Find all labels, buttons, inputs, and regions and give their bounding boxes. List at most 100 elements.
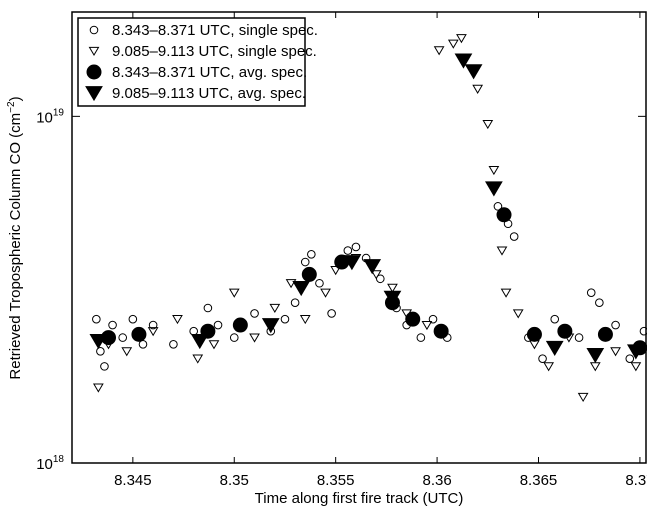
- y-label-exponent: −2: [6, 101, 17, 113]
- marker: [428, 314, 438, 324]
- x-tick-label: 8.35: [220, 472, 249, 489]
- marker: [496, 246, 508, 256]
- marker: [269, 303, 281, 314]
- marker: [327, 309, 336, 318]
- marker: [96, 347, 105, 356]
- marker: [300, 257, 310, 267]
- y-tick-exponent: 18: [53, 454, 65, 465]
- marker: [433, 323, 449, 339]
- marker: [625, 354, 635, 363]
- y-axis-label: Retrieved Tropospheric Column CO (cm−2): [6, 96, 24, 379]
- marker: [208, 340, 220, 350]
- marker: [456, 34, 467, 44]
- marker: [639, 326, 647, 336]
- marker: [351, 242, 361, 252]
- marker: [249, 333, 260, 343]
- marker: [147, 327, 159, 337]
- x-tick-label: 8.37: [625, 472, 647, 489]
- marker: [148, 320, 158, 330]
- marker: [285, 279, 297, 289]
- y-label-end: ): [7, 96, 24, 101]
- marker: [589, 362, 601, 372]
- marker: [307, 249, 316, 259]
- marker: [545, 340, 564, 356]
- marker: [250, 309, 259, 318]
- marker: [131, 326, 147, 342]
- marker: [121, 347, 133, 357]
- marker: [190, 334, 209, 350]
- x-tick-label: 8.355: [317, 472, 355, 489]
- marker: [610, 347, 621, 357]
- legend-label: 8.343–8.371 UTC, single spec.: [112, 22, 318, 39]
- marker: [203, 303, 213, 313]
- x-tick-label: 8.36: [422, 472, 451, 489]
- marker: [597, 326, 613, 342]
- marker: [447, 39, 459, 49]
- marker: [315, 278, 324, 288]
- marker: [88, 46, 100, 57]
- marker: [92, 383, 104, 393]
- marker: [472, 84, 484, 94]
- marker: [500, 288, 512, 298]
- marker: [557, 323, 573, 339]
- marker: [482, 119, 494, 130]
- marker: [92, 314, 101, 324]
- marker: [550, 314, 560, 324]
- marker: [299, 315, 311, 325]
- marker: [118, 333, 128, 342]
- marker: [586, 348, 605, 364]
- y-label-text: Retrieved Tropospheric Column CO (cm: [7, 113, 24, 380]
- marker: [493, 202, 503, 211]
- marker: [387, 283, 398, 293]
- marker: [586, 288, 596, 297]
- marker: [232, 317, 248, 333]
- marker: [464, 64, 483, 80]
- marker: [213, 320, 223, 330]
- marker: [370, 270, 382, 280]
- marker: [509, 232, 519, 241]
- y-tick-base: 10: [36, 109, 53, 126]
- marker: [526, 326, 542, 342]
- marker: [100, 362, 109, 371]
- marker: [320, 288, 331, 298]
- marker: [89, 334, 108, 350]
- marker: [128, 314, 138, 324]
- y-tick-label: 1018: [36, 454, 64, 473]
- legend-box: [77, 17, 306, 107]
- marker: [421, 320, 433, 331]
- marker: [280, 314, 290, 324]
- marker: [292, 280, 311, 297]
- x-tick-label: 8.345: [114, 472, 152, 489]
- marker: [488, 165, 500, 176]
- marker: [189, 326, 198, 336]
- y-tick-base: 10: [36, 456, 53, 473]
- marker: [192, 354, 204, 364]
- marker: [228, 288, 240, 298]
- plot-frame: [71, 11, 647, 464]
- marker: [595, 298, 604, 308]
- marker: [630, 362, 642, 372]
- marker: [485, 181, 503, 197]
- marker: [172, 315, 183, 325]
- marker: [433, 46, 445, 56]
- marker: [405, 311, 421, 327]
- marker: [611, 320, 620, 330]
- marker: [626, 344, 645, 360]
- marker: [363, 259, 382, 275]
- marker: [86, 64, 102, 80]
- marker: [512, 309, 524, 319]
- marker: [108, 320, 117, 330]
- marker: [343, 255, 361, 271]
- marker: [383, 290, 402, 306]
- marker: [89, 25, 99, 35]
- marker: [538, 354, 547, 363]
- marker: [574, 333, 584, 342]
- legend-label: 8.343–8.371 UTC, avg. spec.: [112, 64, 307, 81]
- legend-label: 9.085–9.113 UTC, avg. spec.: [112, 85, 306, 102]
- marker: [454, 53, 473, 69]
- y-tick-label: 1019: [36, 107, 64, 126]
- marker: [261, 318, 280, 334]
- marker: [229, 333, 239, 342]
- marker: [543, 362, 555, 372]
